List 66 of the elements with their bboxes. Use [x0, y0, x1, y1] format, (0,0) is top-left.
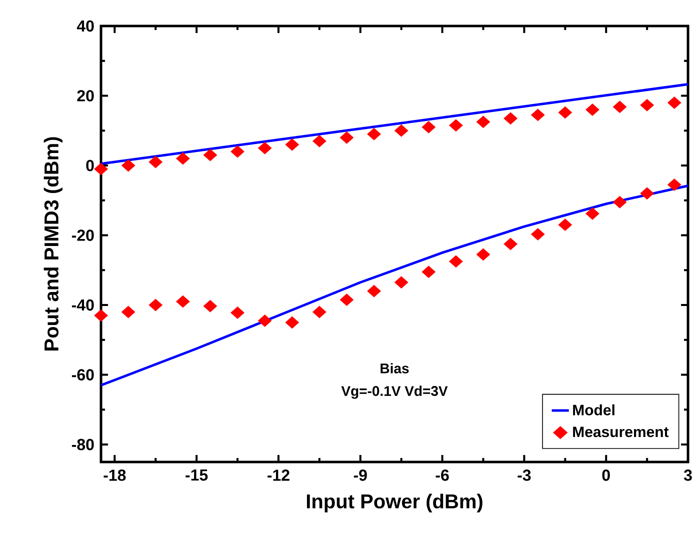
point: [394, 276, 408, 289]
point: [258, 142, 272, 154]
line-series: [101, 184, 688, 387]
point: [448, 119, 463, 132]
point: [312, 134, 326, 148]
point: [203, 300, 218, 312]
point: [121, 306, 136, 318]
y-tick-label: -80: [72, 438, 94, 450]
point: [586, 104, 600, 116]
point: [422, 266, 436, 278]
x-tick-label: -15: [186, 470, 208, 481]
point: [230, 145, 244, 158]
point: [476, 248, 490, 261]
point: [340, 131, 354, 144]
point: [530, 228, 545, 240]
point: [176, 152, 190, 165]
point: [558, 106, 572, 119]
point: [312, 306, 326, 318]
point: [504, 112, 518, 125]
y-tick-label: 40: [76, 20, 94, 32]
x-axis-title: Input Power (dBm): [306, 494, 482, 512]
annotation: Bias: [380, 363, 409, 374]
point: [230, 306, 244, 319]
x-tick-label: 3: [684, 470, 692, 481]
point: [422, 120, 436, 134]
point: [148, 298, 163, 312]
point: [367, 284, 381, 298]
y-axis-title: Pout and PIMD3 (dBm): [44, 137, 62, 350]
y-tick-label: 20: [77, 90, 94, 102]
annotation: Vg=-0.1V Vd=3V: [341, 386, 448, 399]
point: [285, 316, 300, 329]
point: [148, 156, 163, 168]
point: [504, 238, 518, 250]
x-tick-label: -6: [436, 470, 449, 481]
point: [612, 196, 627, 208]
y-tick-label: 0: [86, 160, 94, 172]
point: [640, 187, 654, 200]
point: [394, 124, 408, 137]
point: [558, 218, 572, 232]
y-tick-label: -20: [72, 230, 94, 241]
point: [530, 108, 545, 122]
point: [340, 294, 354, 306]
point: [586, 207, 600, 220]
legend-label: Measurement: [573, 426, 669, 438]
point: [612, 100, 627, 114]
point: [667, 178, 682, 191]
point: [258, 314, 272, 327]
point: [448, 255, 463, 268]
point: [476, 116, 490, 128]
point: [640, 98, 654, 112]
y-tick-label: -40: [72, 299, 94, 311]
point: [667, 96, 682, 109]
x-tick-label: -18: [104, 470, 126, 481]
y-tick-label: -60: [72, 369, 94, 380]
x-tick-label: -3: [518, 470, 531, 481]
x-tick-label: -12: [268, 470, 290, 481]
point: [203, 148, 218, 162]
point: [94, 162, 108, 176]
point: [121, 159, 136, 172]
point: [367, 128, 381, 140]
point: [94, 309, 108, 322]
point: [285, 138, 300, 151]
point: [176, 295, 190, 308]
legend-label: Model: [573, 404, 614, 416]
x-tick-label: 0: [602, 470, 610, 481]
x-tick-label: -9: [354, 470, 367, 481]
